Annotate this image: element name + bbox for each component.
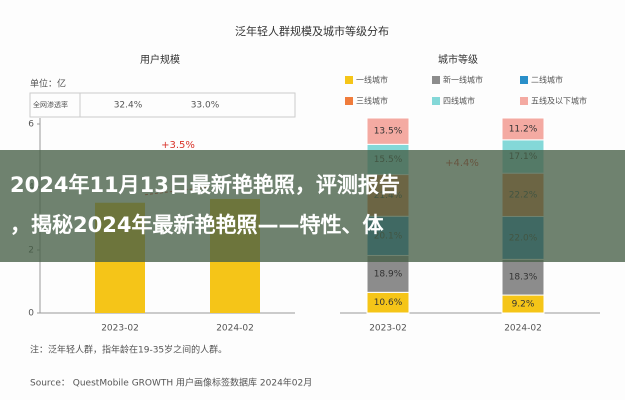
legend-swatch	[520, 76, 528, 84]
legend-label: 新一线城市	[443, 75, 483, 85]
annotation: +3.5%	[161, 140, 195, 151]
legend-swatch	[432, 76, 440, 84]
legend-label: 二线城市	[531, 75, 563, 85]
legend-label: 一线城市	[356, 75, 388, 85]
table-label: 全网渗透率	[33, 100, 68, 109]
main-title: 泛年轻人群规模及城市等级分布	[235, 24, 389, 38]
source: Source： QuestMobile GROWTH 用户画像标签数据库 202…	[30, 377, 312, 389]
note: 注：泛年轻人群，指年龄在19-35岁之间的人群。	[30, 344, 227, 356]
value-label: 18.3%	[509, 273, 538, 283]
banner-text: 2024年11月13日最新艳艳照，评测报告	[10, 173, 400, 197]
bar-segment	[501, 117, 545, 141]
legend-label: 三线城市	[356, 96, 388, 106]
value-label: 13.5%	[374, 127, 403, 137]
unit: 单位：亿	[30, 78, 66, 90]
legend-swatch	[345, 97, 353, 105]
x-tick-label: 2024-02	[504, 324, 542, 334]
y-tick-label: 0	[28, 309, 34, 319]
value-label: 11.2%	[509, 124, 538, 134]
value-label: 9.2%	[512, 300, 535, 310]
legend-label: 四线城市	[443, 96, 475, 106]
x-tick-label: 2023-02	[101, 324, 139, 334]
value-label: 18.9%	[374, 269, 403, 279]
value-label: 10.6%	[374, 298, 403, 308]
bar-segment	[366, 117, 410, 145]
legend-swatch	[520, 97, 528, 105]
x-tick-label: 2023-02	[369, 324, 407, 334]
legend-swatch	[345, 76, 353, 84]
table-value: 32.4%	[114, 101, 143, 111]
legend-swatch	[432, 97, 440, 105]
table-box	[29, 92, 296, 118]
y-tick-label: 6	[28, 120, 34, 130]
x-tick-label: 2024-02	[216, 324, 254, 334]
table-value: 33.0%	[191, 101, 220, 111]
left-title: 用户规模	[140, 53, 180, 66]
banner	[0, 150, 625, 262]
legend-label: 五线及以下城市	[531, 96, 587, 106]
right-title: 城市等级	[438, 53, 478, 66]
banner-text: ，揭秘2024年最新艳艳照——特性、体	[10, 213, 384, 237]
